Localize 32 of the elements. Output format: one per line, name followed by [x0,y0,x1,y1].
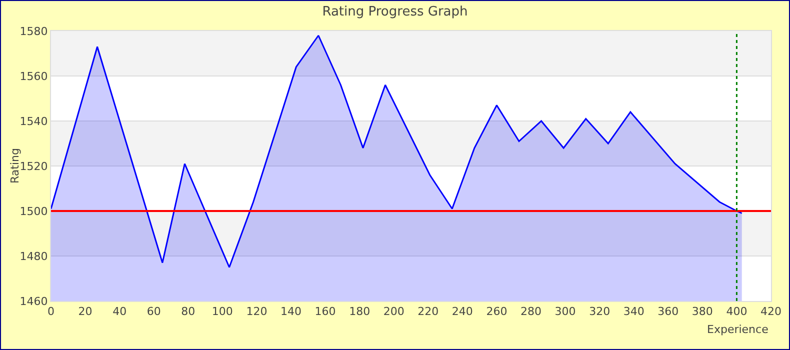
x-tick-label: 300 [554,305,576,318]
x-tick-label: 60 [146,305,161,318]
y-tick-label: 1560 [20,70,48,83]
x-tick-label: 100 [212,305,233,318]
x-tick-label: 360 [658,305,679,318]
y-tick-label: 1540 [20,114,48,128]
x-tick-label: 120 [246,305,268,318]
y-tick-label: 1460 [20,294,48,308]
chart-title: Rating Progress Graph [322,4,468,20]
x-tick-label: 200 [383,305,404,318]
x-axis-title: Experience [707,323,769,336]
x-tick-label: 0 [48,305,54,318]
x-tick-label: 260 [486,305,508,318]
x-tick-label: 20 [78,305,92,318]
y-tick-label: 1580 [20,24,48,38]
x-tick-label: 40 [112,305,127,318]
y-tick-label: 1480 [20,250,48,263]
x-tick-label: 80 [181,305,196,318]
x-tick-label: 280 [520,305,542,318]
y-tick-label: 1500 [20,204,48,218]
x-tick-label: 380 [692,305,713,318]
x-tick-label: 240 [452,305,473,318]
x-tick-label: 220 [418,305,439,318]
x-tick-label: 340 [623,305,644,318]
y-axis-title: Rating [8,148,22,184]
x-tick-label: 420 [760,305,782,318]
x-tick-label: 320 [589,305,610,318]
x-tick-label: 160 [314,305,336,318]
x-tick-label: 400 [726,305,748,318]
y-tick-label: 1520 [20,160,48,173]
x-tick-label: 140 [280,305,302,318]
x-tick-label: 180 [349,305,370,318]
